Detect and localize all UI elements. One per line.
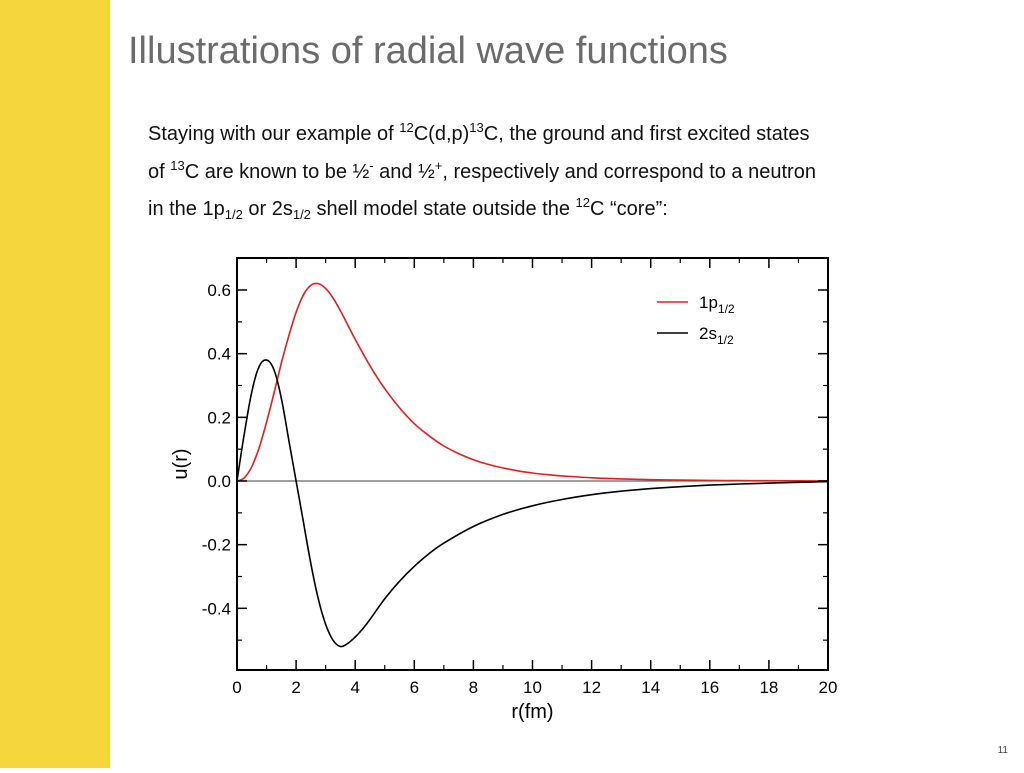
plot-layer: [236, 282, 829, 648]
y-axis-label: u(r): [170, 448, 192, 479]
y-tick-label: -0.4: [202, 599, 231, 618]
text-span: or 2s: [242, 198, 293, 220]
x-tick-label: 18: [759, 678, 778, 697]
y-tick-label: 0.6: [207, 281, 231, 300]
x-tick-label: 6: [410, 678, 419, 697]
x-tick-label: 4: [350, 678, 359, 697]
y-tick-label: 0.0: [207, 472, 231, 491]
superscript: 13: [469, 120, 484, 135]
y-tick-label: 0.4: [207, 345, 231, 364]
body-paragraph: Staying with our example of 12C(d,p)13C,…: [148, 116, 1018, 229]
plot-frame: [236, 257, 829, 671]
legend-label-subscript: 1/2: [717, 333, 734, 347]
y-tick-label: -0.2: [202, 536, 231, 555]
text-span: , respectively and correspond to a neutr…: [442, 160, 816, 183]
superscript: +: [434, 157, 443, 173]
slide-title: Illustrations of radial wave functions: [128, 30, 728, 72]
text-span: Staying with our example of: [148, 123, 400, 145]
text-span: of: [148, 160, 171, 183]
series-line-1p: [236, 282, 829, 482]
superscript: 12: [575, 195, 590, 210]
text-span: C “core”:: [590, 198, 668, 220]
text-span: C are known to be ½: [184, 160, 370, 183]
text-span: and ½: [373, 160, 435, 183]
subscript: 1/2: [292, 207, 311, 222]
x-tick-label: 16: [700, 678, 719, 697]
x-tick-label: 0: [232, 678, 241, 697]
legend-label: 2s1/2: [699, 324, 734, 347]
series-line-2s: [236, 359, 829, 648]
superscript: 12: [399, 120, 414, 135]
body-line-2: of 13C are known to be ½- and ½+, respec…: [148, 154, 1018, 192]
page-number: 11: [997, 745, 1008, 756]
x-axis-label: r(fm): [511, 701, 553, 723]
side-accent-bar: [0, 0, 110, 768]
x-tick-label: 12: [582, 678, 601, 697]
superscript: -: [369, 157, 374, 173]
text-span: in the 1p: [148, 198, 225, 220]
body-line-1: Staying with our example of 12C(d,p)13C,…: [148, 116, 1018, 154]
x-tick-label: 14: [641, 678, 660, 697]
subscript: 1/2: [224, 207, 243, 222]
legend-label-subscript: 1/2: [718, 302, 735, 316]
chart-legend: 1p1/2 2s1/2: [657, 293, 735, 347]
text-span: C, the ground and first excited states: [483, 123, 810, 145]
body-line-3: in the 1p1/2 or 2s1/2 shell model state …: [148, 191, 1018, 229]
text-span: shell model state outside the: [310, 198, 576, 220]
x-tick-label: 10: [523, 678, 542, 697]
x-tick-label: 2: [291, 678, 300, 697]
axis-layer: 0 2 4 6 8 10 12 14 16 18 20 0.6 0.4 0.2 0.0 -0.2 -0.4 r(f…: [170, 257, 838, 723]
x-tick-label: 20: [819, 678, 838, 697]
x-tick-label: 8: [469, 678, 478, 697]
y-tick-label: 0.2: [207, 408, 231, 427]
text-span: C(d,p): [413, 123, 470, 145]
superscript: 13: [170, 157, 185, 173]
legend-label: 1p1/2: [699, 293, 735, 316]
